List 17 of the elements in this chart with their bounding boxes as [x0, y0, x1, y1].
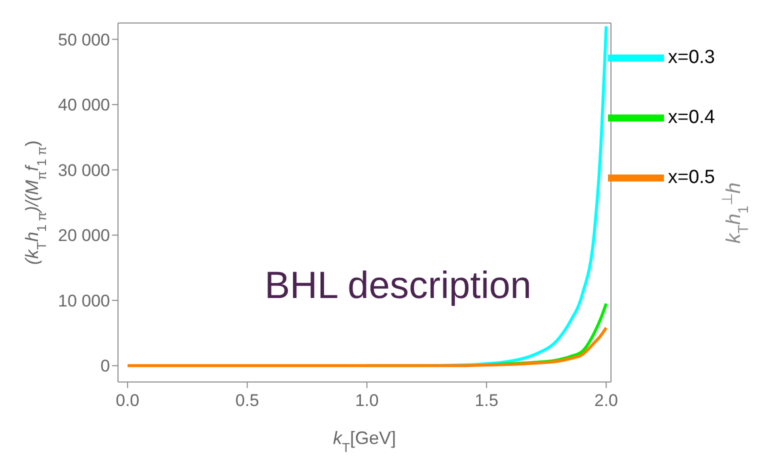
legend-label: x=0.5 — [668, 167, 715, 188]
x-tick-label: 1.0 — [355, 391, 379, 410]
x-tick-label: 1.5 — [474, 391, 498, 410]
legend-label: x=0.3 — [668, 47, 715, 68]
legend-label: x=0.4 — [668, 107, 715, 128]
line-series — [126, 326, 608, 368]
y-tick-label: 50 000 — [58, 30, 110, 50]
y-tick-label: 20 000 — [58, 226, 110, 246]
x-axis-title: k$_{T}$[GeV] — [333, 428, 396, 454]
y-tick-label: 30 000 — [58, 160, 110, 180]
annotation: BHL description — [264, 265, 532, 307]
x-tick-label: 2.0 — [594, 391, 618, 410]
y-tick-label: 10 000 — [58, 291, 110, 310]
y-tick-label: 0 — [100, 356, 110, 376]
y-tick-label: 40 000 — [58, 96, 110, 115]
x-tick-label: 0.0 — [116, 391, 140, 410]
x-tick-label: 0.5 — [235, 391, 260, 410]
